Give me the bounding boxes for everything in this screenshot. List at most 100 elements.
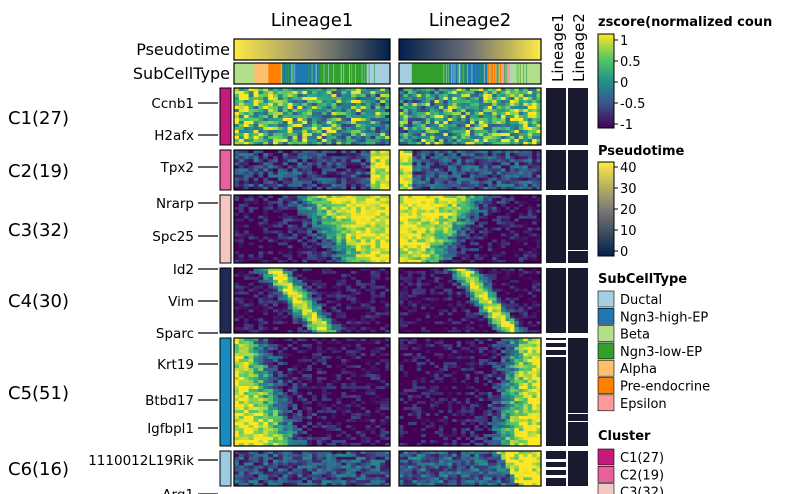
heat-cell xyxy=(302,94,308,98)
heat-cell xyxy=(341,315,347,319)
heat-cell xyxy=(248,318,254,322)
heat-cell xyxy=(336,215,342,220)
heat-cell xyxy=(505,121,511,125)
heat-cell xyxy=(370,168,376,172)
heat-cell xyxy=(509,206,515,211)
heat-cell xyxy=(341,183,347,188)
heat-cell xyxy=(253,327,259,331)
heat-cell xyxy=(492,197,498,202)
heat-cell xyxy=(536,180,542,185)
heat-cell xyxy=(430,139,435,143)
heat-cell xyxy=(273,303,279,307)
heat-cell xyxy=(527,142,533,146)
heat-cell xyxy=(532,203,537,208)
heat-cell xyxy=(385,100,391,104)
heat-cell xyxy=(263,97,269,101)
heat-cell xyxy=(416,153,422,157)
heat-cell xyxy=(523,270,529,275)
heat-cell xyxy=(316,200,323,205)
heat-cell xyxy=(331,130,337,134)
heat-cell xyxy=(385,156,391,160)
heat-cell xyxy=(365,279,371,284)
heat-cell xyxy=(461,100,466,104)
heat-cell xyxy=(346,127,352,131)
heat-cell xyxy=(355,321,362,325)
heat-cell xyxy=(380,239,386,243)
heat-cell xyxy=(487,212,493,217)
heat-cell xyxy=(355,324,362,328)
heat-cell xyxy=(399,215,404,220)
heat-cell xyxy=(316,136,323,140)
heat-cell xyxy=(474,97,480,101)
heat-cell xyxy=(399,279,404,284)
heat-cell xyxy=(268,294,274,298)
heat-cell xyxy=(399,300,404,304)
heat-cell xyxy=(243,224,250,228)
heat-cell xyxy=(505,288,511,293)
heat-cell xyxy=(465,206,471,211)
heat-cell xyxy=(321,315,328,319)
heat-cell xyxy=(403,165,409,169)
heat-cell xyxy=(287,206,293,211)
heat-cell xyxy=(277,171,284,176)
heat-cell xyxy=(248,242,254,246)
subcelltype-tick xyxy=(505,63,507,84)
heat-cell xyxy=(248,276,254,281)
heat-cell xyxy=(253,233,259,237)
heat-cell xyxy=(351,279,357,284)
heat-cell xyxy=(496,88,502,92)
heat-cell xyxy=(416,162,422,166)
heat-cell xyxy=(412,245,418,249)
heat-cell xyxy=(360,321,367,325)
heat-cell xyxy=(501,118,506,122)
heat-cell xyxy=(474,162,480,166)
heat-cell xyxy=(302,88,308,92)
heat-cell xyxy=(532,273,537,278)
heat-cell xyxy=(412,276,418,281)
heat-cell xyxy=(443,94,449,98)
heat-cell xyxy=(399,248,404,252)
heat-cell xyxy=(316,142,323,146)
heat-cell xyxy=(346,133,352,137)
heat-cell xyxy=(536,159,542,163)
heat-cell xyxy=(470,257,475,261)
heat-cell xyxy=(336,124,342,128)
heat-cell xyxy=(253,100,259,104)
heat-cell xyxy=(447,127,453,131)
heat-cell xyxy=(253,195,259,199)
heat-cell xyxy=(277,245,284,249)
heat-cell xyxy=(536,91,542,95)
heat-cell xyxy=(483,306,489,310)
heat-cell xyxy=(487,100,493,104)
heat-cell xyxy=(514,165,520,169)
heat-cell xyxy=(292,285,298,290)
heat-cell xyxy=(238,297,245,301)
heat-cell xyxy=(523,203,529,208)
heat-cell xyxy=(492,100,498,104)
heat-cell xyxy=(346,177,352,182)
heat-cell xyxy=(312,130,318,134)
heat-cell xyxy=(365,200,371,205)
heat-cell xyxy=(527,233,533,237)
heat-cell xyxy=(461,197,466,202)
heat-cell xyxy=(248,136,254,140)
heat-cell xyxy=(351,294,357,298)
heat-cell xyxy=(492,233,498,237)
heat-cell xyxy=(434,168,440,172)
heat-cell xyxy=(385,312,391,316)
heat-cell xyxy=(370,91,376,95)
heat-cell xyxy=(509,215,515,220)
heat-cell xyxy=(341,94,347,98)
heat-cell xyxy=(355,300,362,304)
heat-cell xyxy=(501,115,506,119)
heat-cell xyxy=(514,159,520,163)
heat-cell xyxy=(492,212,498,217)
heat-cell xyxy=(243,180,250,185)
heat-cell xyxy=(316,321,323,325)
heat-cell xyxy=(425,282,431,287)
heat-cell xyxy=(292,156,298,160)
heat-cell xyxy=(292,327,298,331)
heat-cell xyxy=(447,312,453,316)
heat-cell xyxy=(483,318,489,322)
heat-cell xyxy=(282,254,289,258)
